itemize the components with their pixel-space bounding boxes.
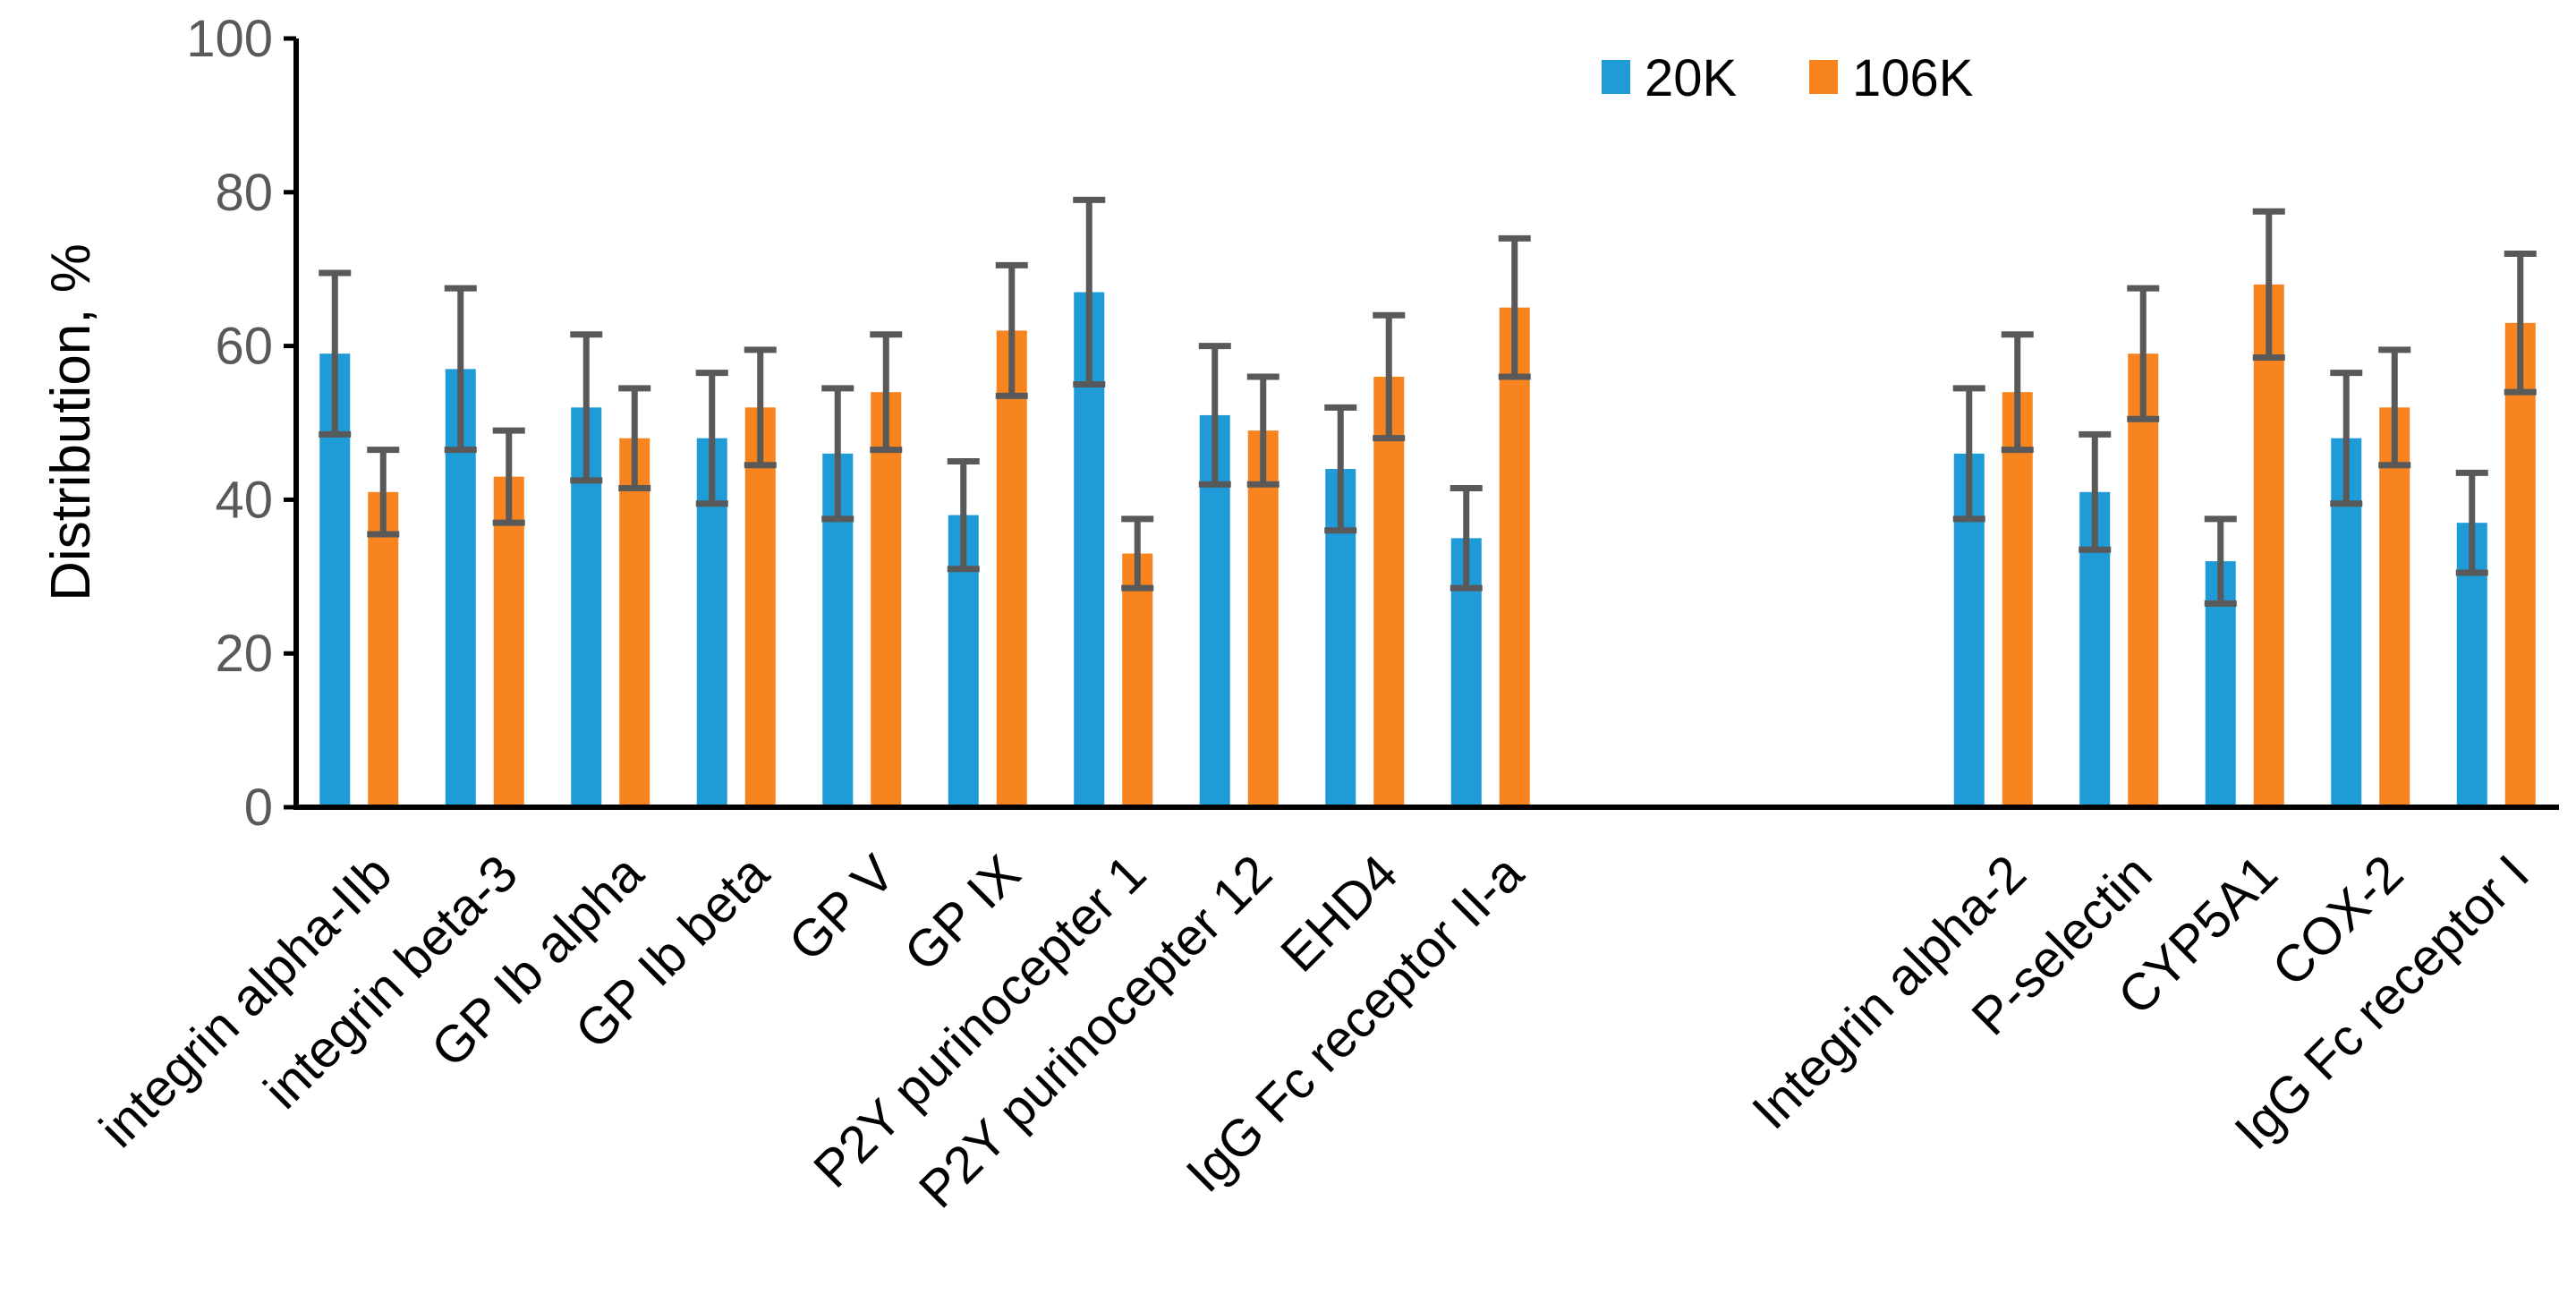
- error-bar-106k-8: [1373, 311, 1406, 442]
- error-bar-20k-8: [1324, 404, 1357, 534]
- bar-106k-7: [1247, 430, 1279, 807]
- error-bar-106k-2: [618, 385, 651, 492]
- bar-106k-3: [744, 407, 776, 807]
- bar-106k-4: [871, 392, 902, 807]
- error-bar-106k-1: [492, 427, 525, 526]
- x-tick-label: GP V: [778, 844, 905, 972]
- bar-106k-16: [2379, 407, 2410, 807]
- error-bar-20k-17: [2455, 469, 2488, 576]
- error-bar-106k-16: [2378, 346, 2411, 469]
- bar-106k-14: [2128, 353, 2159, 807]
- error-bar-20k-2: [570, 331, 603, 484]
- y-axis-title: Distribution, %: [40, 243, 102, 601]
- bar-106k-0: [368, 491, 399, 807]
- error-bars-group: [319, 196, 2537, 607]
- y-tick-label: 100: [186, 10, 273, 68]
- legend-label-20k: 20K: [1645, 49, 1738, 107]
- error-bar-20k-4: [821, 385, 854, 523]
- error-bar-20k-15: [2204, 515, 2237, 607]
- error-bar-106k-3: [744, 346, 777, 469]
- error-bar-106k-5: [995, 261, 1028, 399]
- error-bar-106k-17: [2504, 251, 2537, 396]
- error-bar-20k-14: [2079, 430, 2112, 553]
- error-bar-20k-7: [1198, 343, 1231, 488]
- legend-swatch-106k: [1809, 60, 1838, 94]
- y-tick-label: 40: [215, 471, 273, 529]
- bar-106k-2: [619, 438, 650, 807]
- error-bar-106k-15: [2252, 208, 2285, 361]
- error-bar-106k-0: [367, 447, 400, 538]
- bar-106k-6: [1122, 553, 1153, 807]
- error-bar-106k-13: [2001, 331, 2034, 454]
- error-bar-106k-7: [1246, 373, 1279, 488]
- bar-106k-13: [2002, 392, 2033, 807]
- error-bar-106k-6: [1121, 515, 1154, 592]
- bar-106k-17: [2504, 322, 2536, 808]
- y-axis-ticks: 0 20 40 60 80 100: [186, 10, 296, 837]
- error-bar-20k-6: [1073, 196, 1106, 388]
- legend: 20K 106K: [1602, 49, 1974, 107]
- error-bar-20k-5: [947, 457, 980, 573]
- bar-106k-1: [493, 476, 524, 807]
- error-bar-20k-13: [1952, 385, 1985, 523]
- error-bar-106k-9: [1498, 234, 1531, 380]
- bar-106k-9: [1499, 307, 1530, 807]
- bar-106k-8: [1373, 376, 1405, 807]
- bars-group: [319, 284, 2536, 808]
- error-bar-20k-3: [695, 370, 728, 507]
- y-tick-label: 0: [244, 779, 273, 837]
- error-bar-20k-16: [2330, 370, 2363, 507]
- error-bar-20k-1: [444, 285, 477, 454]
- error-bar-106k-4: [870, 331, 903, 454]
- error-bar-20k-9: [1450, 485, 1483, 592]
- bar-106k-15: [2253, 284, 2284, 807]
- y-tick-label: 60: [215, 318, 273, 376]
- error-bar-106k-14: [2127, 285, 2160, 422]
- y-tick-label: 80: [215, 164, 273, 222]
- legend-swatch-20k: [1602, 60, 1630, 94]
- error-bar-20k-0: [319, 269, 352, 438]
- y-tick-label: 20: [215, 625, 273, 683]
- legend-label-106k: 106K: [1852, 49, 1974, 107]
- bar-106k-5: [996, 330, 1027, 807]
